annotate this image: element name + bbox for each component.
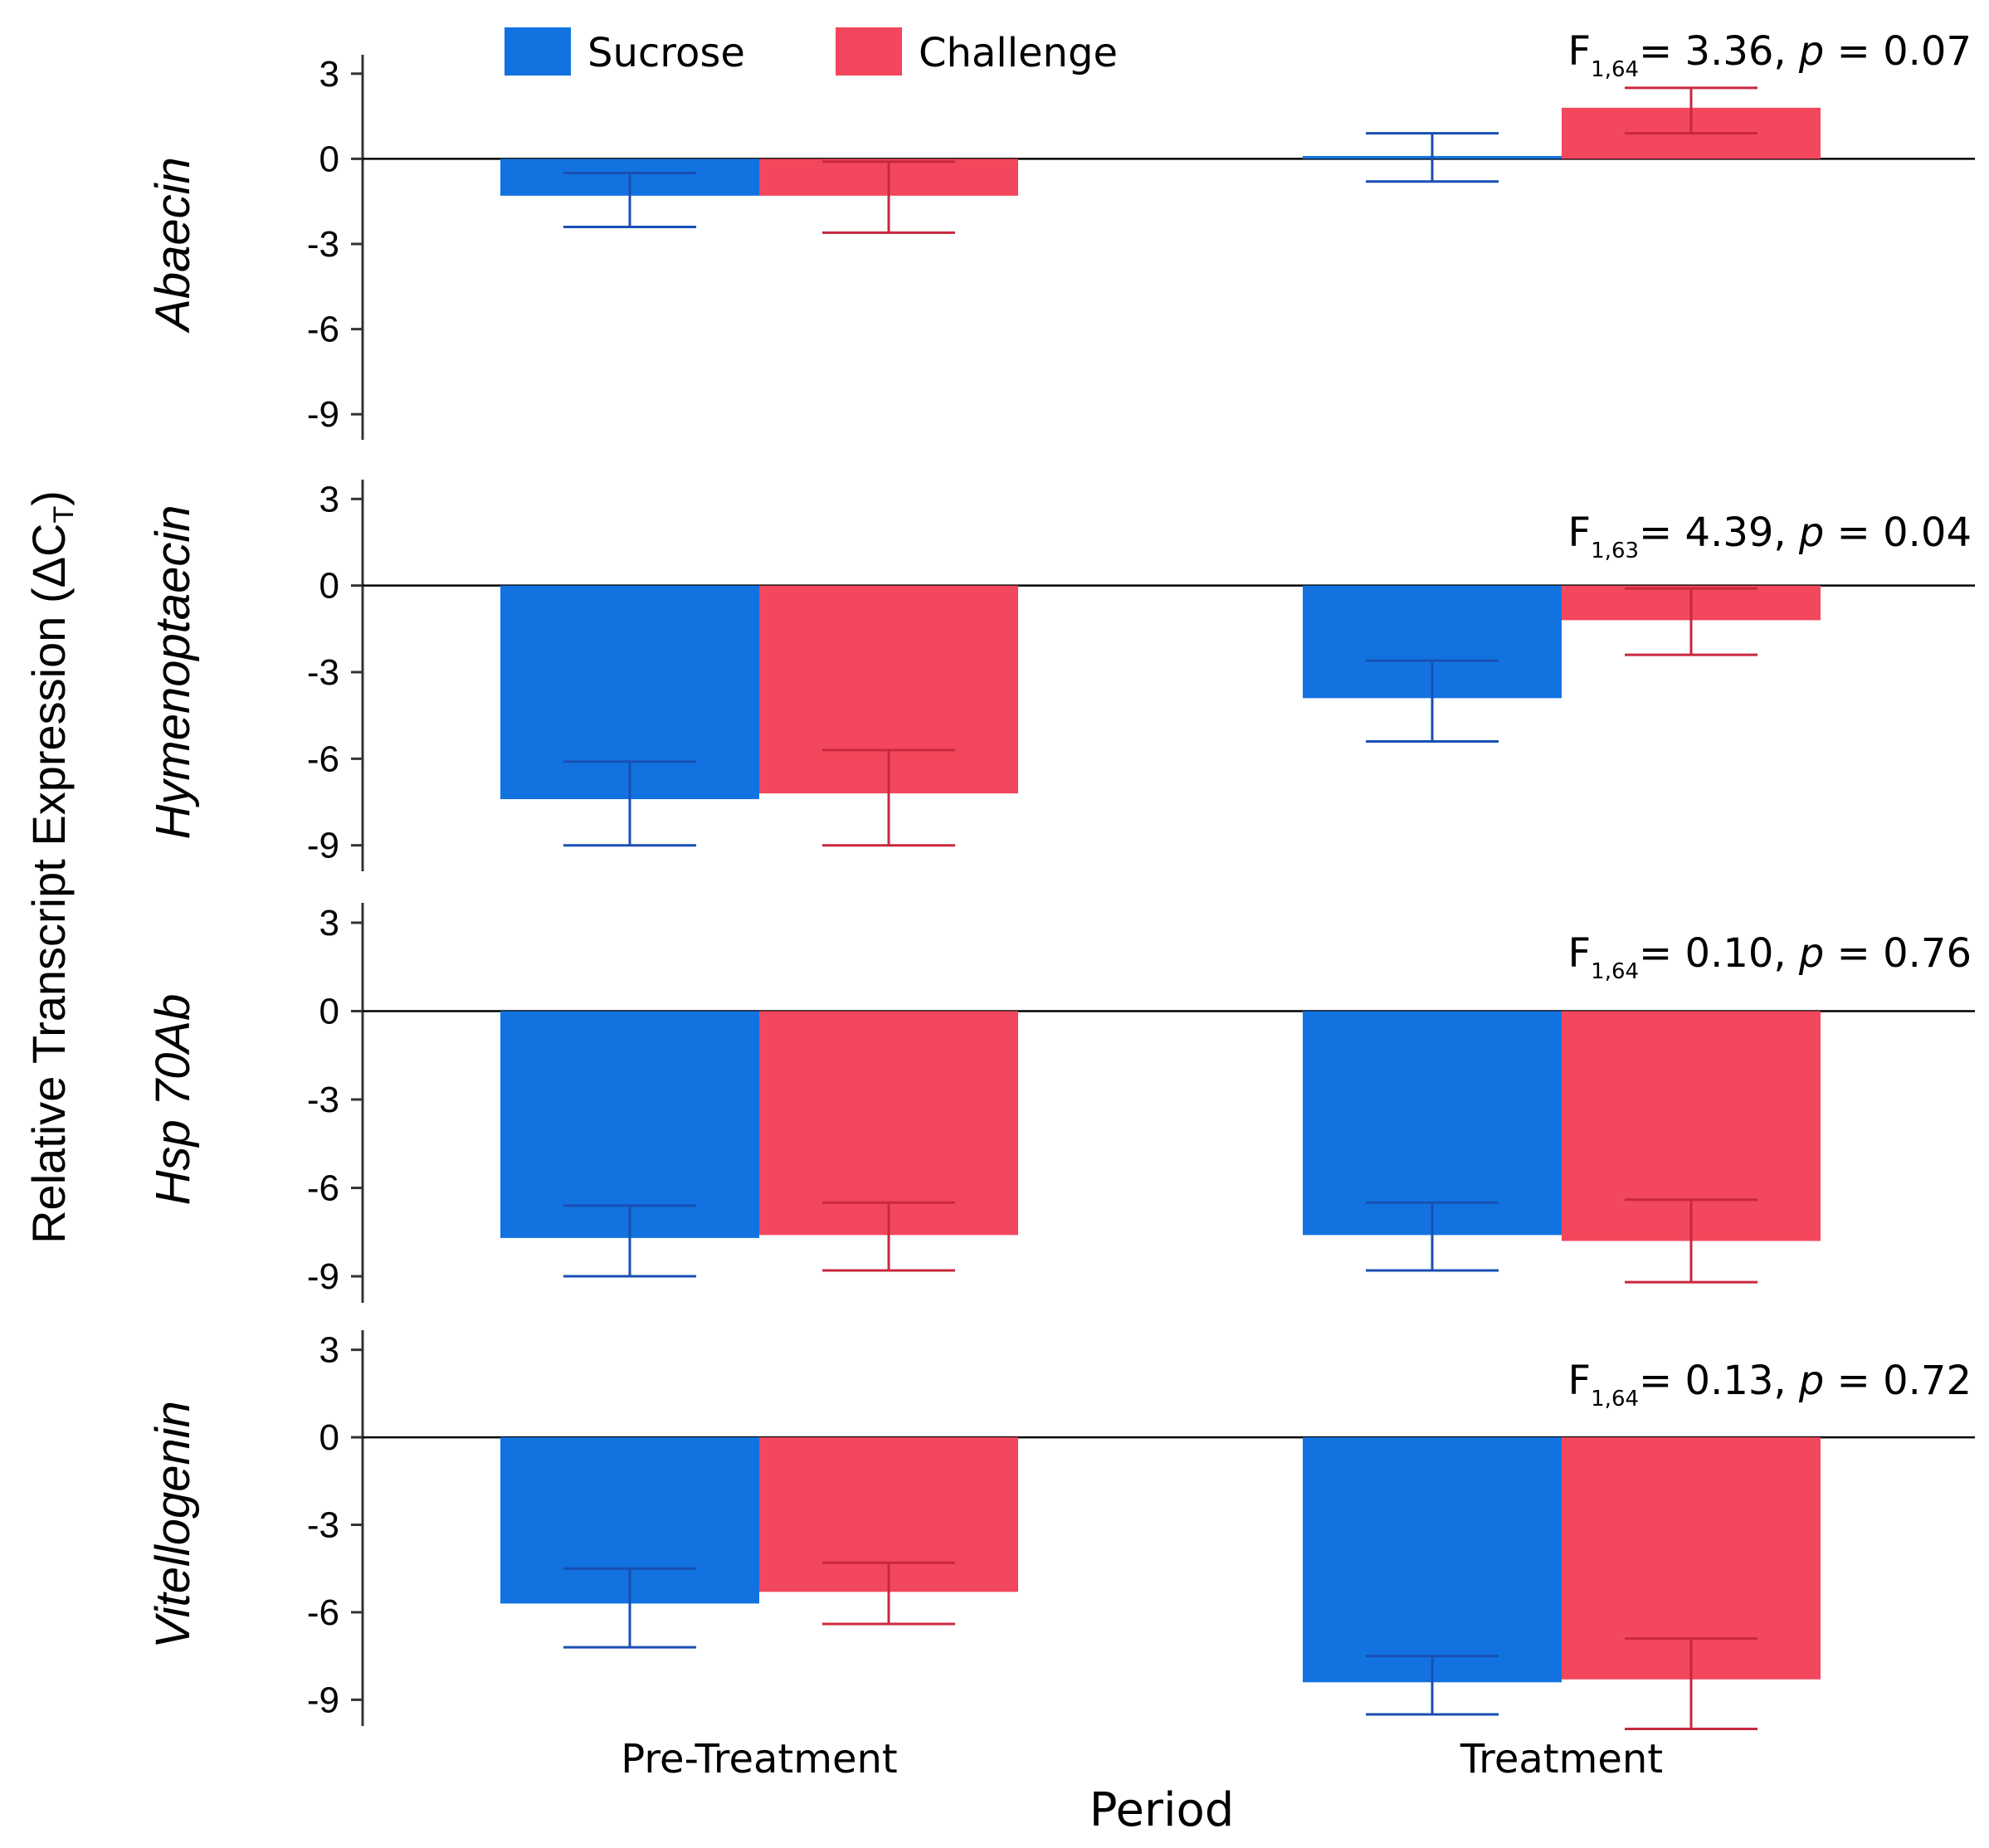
stat-f: F	[1568, 930, 1592, 977]
stat-df: 1,63	[1591, 539, 1639, 563]
stat-annotation: F1,64= 3.36, p = 0.07	[1568, 28, 1972, 82]
stat-value: = 4.39,	[1639, 510, 1799, 556]
y-tick-label: -6	[307, 739, 339, 779]
stat-value: = 0.10,	[1639, 930, 1799, 977]
y-tick-label: -9	[307, 1256, 339, 1297]
y-tick-label: 3	[319, 1330, 339, 1371]
error-bar	[563, 1204, 696, 1278]
legend: Sucrose Challenge	[505, 27, 1118, 76]
y-tick-label: 3	[319, 54, 339, 95]
y-tick-label: 0	[319, 1417, 339, 1458]
error-bar	[822, 1201, 955, 1272]
y-tick-label: 3	[319, 479, 339, 519]
legend-swatch	[505, 27, 571, 76]
stat-p-value: = 0.04	[1824, 510, 1972, 556]
legend-item-challenge: Challenge	[836, 27, 1118, 76]
error-bar	[1625, 86, 1757, 135]
stat-p-value: = 0.72	[1824, 1358, 1972, 1404]
y-axis-label-subscript: T	[48, 506, 80, 524]
panel-3: 3 0 -3 -6 -9 Vitellogenin F1,64= 0.13, p = 0.7…	[146, 1330, 1975, 1731]
stat-df: 1,64	[1591, 959, 1639, 984]
error-bar	[1366, 1201, 1499, 1272]
y-tick-label: -9	[307, 394, 339, 435]
error-bar	[1366, 132, 1499, 183]
stat-p: p	[1798, 930, 1824, 977]
legend-label: Sucrose	[587, 30, 745, 76]
error-bar	[1625, 1637, 1757, 1731]
y-tick-label: -3	[307, 1080, 339, 1120]
error-bar	[822, 1561, 955, 1626]
y-tick-label: 0	[319, 991, 339, 1031]
y-axis-label-main: Relative Transcript Expression (ΔC	[22, 524, 75, 1244]
stat-p-value: = 0.76	[1824, 930, 1972, 977]
stat-annotation: F1,64= 0.10, p = 0.76	[1568, 930, 1972, 984]
gene-label: Hsp 70Ab	[146, 994, 200, 1206]
y-tick-label: -3	[307, 1505, 339, 1546]
y-tick-label: -3	[307, 652, 339, 693]
bar-sucrose-1	[1303, 1437, 1562, 1683]
panel-0: 3 0 -3 -6 -9 Abaecin F1,64= 3.36, p = 0.07	[146, 28, 1975, 440]
error-bar	[563, 171, 696, 228]
legend-label: Challenge	[919, 30, 1118, 76]
error-bar	[1625, 587, 1757, 656]
y-tick-label: -6	[307, 1168, 339, 1209]
error-bar	[1625, 1198, 1757, 1284]
error-bar	[1366, 659, 1499, 743]
stat-value: = 3.36,	[1639, 28, 1799, 75]
y-tick-label: -9	[307, 826, 339, 866]
y-tick-label: -3	[307, 224, 339, 265]
stat-p-value: = 0.07	[1824, 28, 1972, 75]
stat-p: p	[1798, 28, 1824, 75]
y-tick-label: -6	[307, 1592, 339, 1633]
panel-2: 3 0 -3 -6 -9 Hsp 70Ab F1,64= 0.10, p = 0.76	[146, 903, 1975, 1303]
panel-1: 3 0 -3 -6 -9 Hymenoptaecin F1,63= 4.39, p = 0.…	[146, 479, 1975, 871]
stat-f: F	[1568, 1358, 1592, 1404]
y-tick-label: 0	[319, 139, 339, 179]
gene-label: Abaecin	[146, 157, 200, 334]
stat-annotation: F1,64= 0.13, p = 0.72	[1568, 1358, 1972, 1412]
error-bar	[563, 1567, 696, 1649]
stat-annotation: F1,63= 4.39, p = 0.04	[1568, 510, 1972, 563]
gene-label: Hymenoptaecin	[146, 505, 200, 840]
y-axis-label-close: )	[22, 490, 75, 506]
y-tick-label: -9	[307, 1680, 339, 1720]
error-bar	[822, 748, 955, 847]
stat-df: 1,64	[1591, 1387, 1639, 1412]
gene-label: Vitellogenin	[146, 1401, 200, 1649]
stat-df: 1,64	[1591, 57, 1639, 82]
error-bar	[822, 160, 955, 234]
bar-challenge-0	[759, 1011, 1018, 1236]
legend-swatch	[836, 27, 902, 76]
error-bar	[1366, 1655, 1499, 1716]
y-axis-label: Relative Transcript Expression (ΔCT)	[22, 490, 80, 1244]
stat-value: = 0.13,	[1639, 1358, 1799, 1404]
stat-p: p	[1798, 510, 1824, 556]
stat-f: F	[1568, 28, 1592, 75]
bar-sucrose-1	[1303, 1011, 1562, 1236]
y-tick-label: 0	[319, 566, 339, 607]
y-tick-label: 3	[319, 903, 339, 944]
bar-sucrose-0	[500, 1011, 759, 1238]
category-label-pre-treatment: Pre-Treatment	[621, 1736, 897, 1782]
stat-f: F	[1568, 510, 1592, 556]
x-axis-label: Period	[1090, 1783, 1235, 1837]
category-label-treatment: Treatment	[1460, 1736, 1663, 1782]
error-bar	[563, 760, 696, 847]
stat-p: p	[1798, 1358, 1824, 1404]
y-tick-label: -6	[307, 310, 339, 350]
legend-item-sucrose: Sucrose	[505, 27, 745, 76]
